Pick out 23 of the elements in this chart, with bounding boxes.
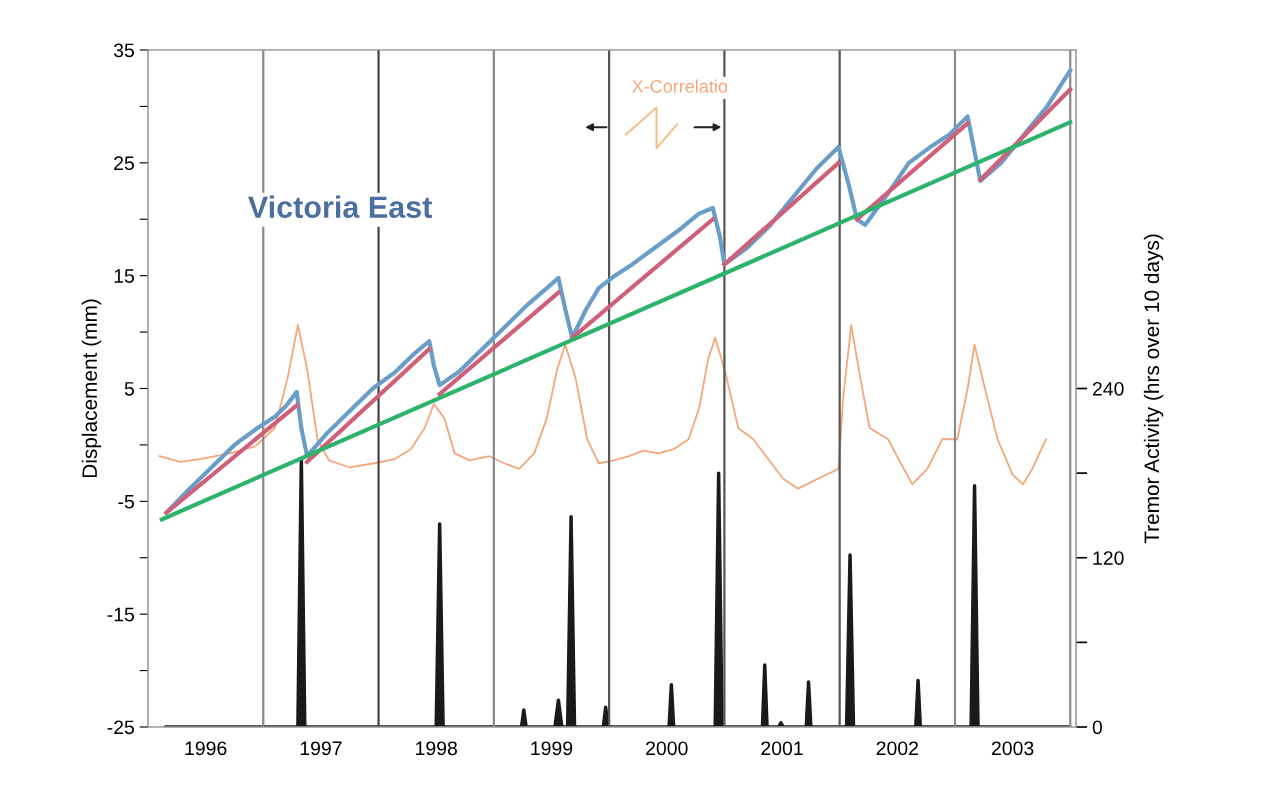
y-tick-label: 35 — [113, 43, 134, 58]
y-tick-label: -5 — [118, 495, 134, 509]
y2-axis-title: Tremor Activity (hrs over 10 days) — [1143, 234, 1164, 544]
x-tick-label: 2002 — [876, 741, 918, 756]
y-tick-label: 25 — [114, 156, 134, 171]
line-series — [158, 324, 1047, 490]
y2-tick-label: 0 — [1092, 720, 1103, 735]
x-tick-label: 2000 — [646, 741, 688, 756]
y-tick-label: -15 — [107, 607, 134, 622]
x-tick-label: 2001 — [761, 741, 803, 756]
y2-tick-label: 120 — [1093, 551, 1124, 565]
annotation: X-Correlatio — [631, 79, 728, 93]
y-tick-label: -25 — [107, 720, 134, 735]
y-axis-title: Displacement (mm) — [81, 299, 102, 478]
x-tick-label: 2003 — [991, 741, 1034, 756]
x-tick-label: 1997 — [300, 741, 342, 756]
y-tick-label: 15 — [114, 269, 134, 283]
annotation: Victoria East — [248, 195, 433, 218]
x-tick-label: 1996 — [185, 741, 227, 756]
x-tick-label: 1998 — [416, 741, 457, 756]
x-tick-label: 1999 — [531, 741, 573, 756]
y2-tick-label: 240 — [1092, 381, 1124, 396]
y-tick-label: 5 — [124, 382, 134, 396]
